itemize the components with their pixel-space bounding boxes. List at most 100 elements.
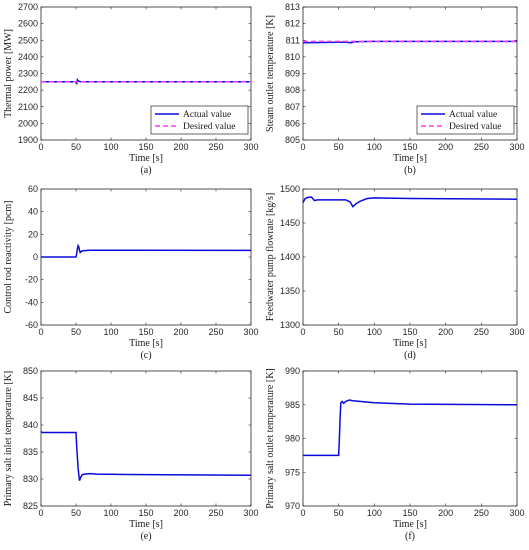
y-tick-label: 807 xyxy=(285,102,300,112)
y-tick-label: 2300 xyxy=(18,69,38,79)
x-tick-label: 0 xyxy=(38,508,43,518)
x-tick-label: 150 xyxy=(402,327,417,337)
legend-box xyxy=(150,105,249,135)
y-tick-label: 845 xyxy=(23,393,38,403)
y-tick-label: 990 xyxy=(285,366,300,376)
legend: Actual value Desired value xyxy=(150,105,249,135)
panel-5: 0 50 100 150 200 250 300 825 830 835 840 845 850 Time… xyxy=(3,366,259,542)
x-tick-label: 300 xyxy=(509,142,524,152)
panel-6: 0 50 100 150 200 250 300 970 975 980 985 990 Time [s… xyxy=(265,366,525,542)
plot-frame xyxy=(302,188,518,326)
x-axis-label: Time [s] xyxy=(129,153,163,164)
y-tick-label: 840 xyxy=(23,420,38,430)
y-tick-label: 1400 xyxy=(280,252,300,262)
legend: Actual value Desired value xyxy=(416,105,515,135)
x-tick-label: 100 xyxy=(103,327,118,337)
actual-value-line xyxy=(302,196,518,208)
y-tick-label: 1450 xyxy=(280,218,300,228)
x-tick-label: 100 xyxy=(103,508,118,518)
legend-entry: Desired value xyxy=(449,122,502,132)
panel-3: 0 50 100 150 200 250 300 -60 -40 -20 0 20 40 60 Time [… xyxy=(3,184,259,361)
y-tick-label: 0 xyxy=(33,252,38,262)
panel-4: 0 50 100 150 200 250 300 1300 1350 1400 1450 1500 Ti… xyxy=(265,184,525,361)
x-tick-label: 200 xyxy=(173,508,188,518)
y-tick-label: 850 xyxy=(23,366,38,376)
x-tick-label: 50 xyxy=(71,508,81,518)
panel-1: 0 50 100 150 200 250 300 1900 2000 2100 2200 2300 24… xyxy=(3,2,259,176)
x-axis-label: Time [s] xyxy=(393,338,427,349)
y-tick-label: 830 xyxy=(23,474,38,484)
y-tick-label: 1500 xyxy=(280,184,300,194)
actual-value-line xyxy=(41,243,252,258)
panel-2: 0 50 100 150 200 250 300 805 806 807 808 809 810 811 8… xyxy=(265,2,525,176)
y-tick-label: 805 xyxy=(285,135,300,145)
x-tick-label: 200 xyxy=(438,508,453,518)
x-axis-label: Time [s] xyxy=(129,338,163,349)
x-tick-label: 0 xyxy=(300,142,305,152)
x-tick-label: 50 xyxy=(71,142,81,152)
x-tick-label: 250 xyxy=(474,142,489,152)
x-tick-label: 250 xyxy=(208,508,223,518)
actual-value-line xyxy=(41,77,251,85)
y-axis-label: Primary salt inlet temperature [K] xyxy=(3,371,14,507)
panel-caption: (e) xyxy=(140,531,151,542)
x-tick-label: 100 xyxy=(103,142,118,152)
y-axis-label: Steam outlet temperature [K] xyxy=(265,15,276,132)
panel-caption: (c) xyxy=(140,350,151,361)
y-tick-label: 970 xyxy=(285,501,300,511)
x-tick-label: 300 xyxy=(509,508,524,518)
plot-frame xyxy=(40,370,252,507)
x-tick-label: 200 xyxy=(438,142,453,152)
legend-entry: Desired value xyxy=(183,122,236,132)
y-tick-label: 806 xyxy=(285,118,300,128)
x-tick-label: 150 xyxy=(138,142,153,152)
panel-caption: (b) xyxy=(404,165,416,176)
y-tick-label: 2400 xyxy=(18,52,38,62)
legend-entry: Actual value xyxy=(183,110,231,120)
x-tick-label: 0 xyxy=(38,327,43,337)
x-tick-label: 300 xyxy=(243,142,258,152)
y-axis-label: Thermal power [MW] xyxy=(3,29,14,118)
x-tick-label: 50 xyxy=(334,508,344,518)
legend-box xyxy=(416,105,515,135)
x-tick-label: 250 xyxy=(474,508,489,518)
x-tick-label: 200 xyxy=(438,327,453,337)
x-tick-label: 50 xyxy=(334,142,344,152)
x-axis-label: Time [s] xyxy=(129,519,163,530)
x-tick-label: 150 xyxy=(402,142,417,152)
y-tick-label: 813 xyxy=(285,2,300,12)
y-tick-label: 2100 xyxy=(18,102,38,112)
y-tick-label: 810 xyxy=(285,52,300,62)
x-tick-label: 150 xyxy=(138,327,153,337)
y-axis-label: Primary salt outlet temperature [K] xyxy=(265,368,276,509)
actual-value-line xyxy=(303,399,518,457)
plot-frame xyxy=(302,370,518,507)
y-tick-label: 1300 xyxy=(280,320,300,330)
y-tick-label: 985 xyxy=(285,400,300,410)
x-tick-label: 100 xyxy=(367,327,382,337)
y-tick-label: 2200 xyxy=(18,85,38,95)
y-axis-label: Control rod reactivity [pcm] xyxy=(3,200,14,313)
panel-caption: (a) xyxy=(140,165,151,176)
actual-value-line xyxy=(40,430,252,481)
x-tick-label: 0 xyxy=(300,327,305,337)
y-tick-label: -20 xyxy=(25,275,38,285)
x-tick-label: 300 xyxy=(243,327,258,337)
x-tick-label: 50 xyxy=(71,327,81,337)
y-tick-label: 808 xyxy=(285,85,300,95)
y-tick-label: 825 xyxy=(23,501,38,511)
y-tick-label: -40 xyxy=(25,297,38,307)
x-tick-label: 250 xyxy=(474,327,489,337)
x-tick-label: 150 xyxy=(138,508,153,518)
x-tick-label: 100 xyxy=(367,142,382,152)
y-tick-label: 2500 xyxy=(18,35,38,45)
x-tick-label: 0 xyxy=(300,508,305,518)
y-tick-label: 40 xyxy=(28,207,38,217)
y-tick-label: 975 xyxy=(285,467,300,477)
x-tick-label: 250 xyxy=(208,327,223,337)
y-tick-label: 809 xyxy=(285,69,300,79)
y-tick-label: 1900 xyxy=(18,135,38,145)
y-tick-label: 980 xyxy=(285,434,300,444)
panel-caption: (f) xyxy=(405,531,415,542)
